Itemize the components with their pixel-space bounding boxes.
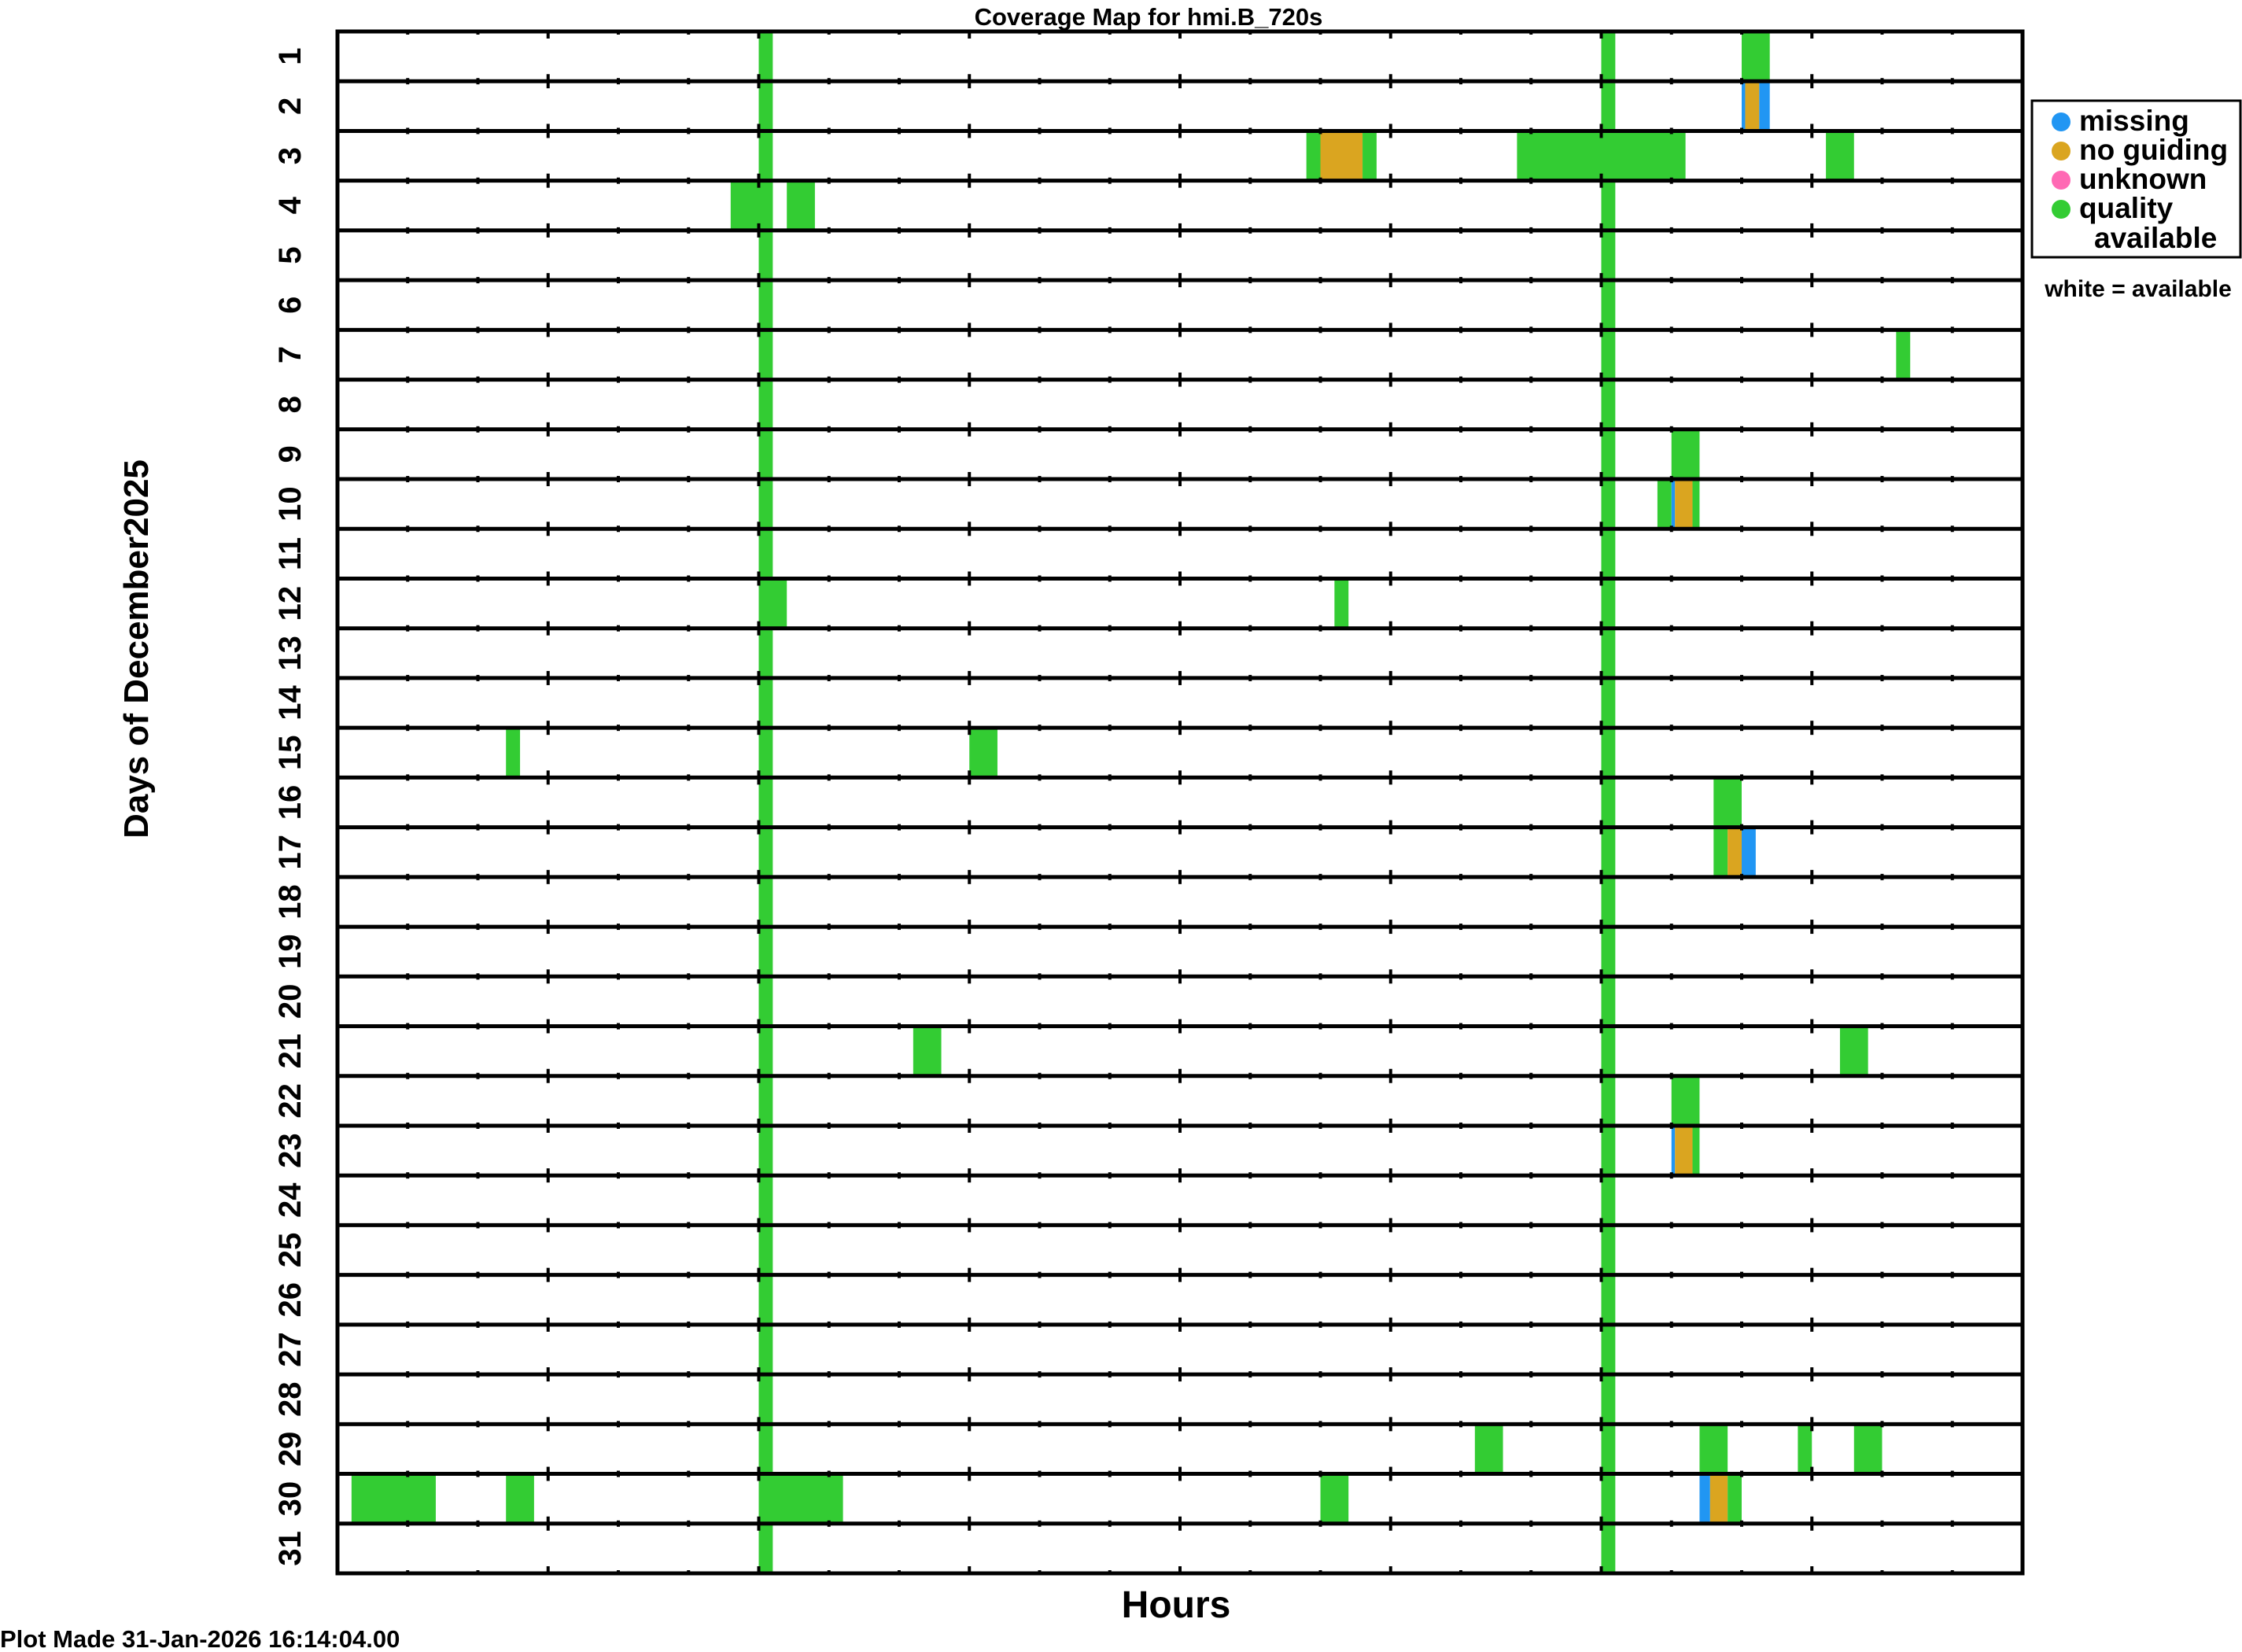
legend-label-missing: missing bbox=[2079, 105, 2189, 137]
y-tick-label-day-16: 16 bbox=[273, 785, 308, 820]
y-tick-label-day-31: 31 bbox=[273, 1531, 308, 1566]
segment-day3-quality bbox=[1306, 131, 1321, 181]
segment-day16-quality bbox=[1713, 777, 1742, 828]
plot-frame bbox=[335, 29, 2025, 1576]
y-tick-label-day-27: 27 bbox=[273, 1332, 308, 1367]
segment-day23-no-guiding bbox=[1675, 1125, 1693, 1176]
segment-day22-quality bbox=[1671, 1075, 1700, 1126]
segment-day2-missing bbox=[1742, 81, 1746, 131]
y-tick-label-day-26: 26 bbox=[273, 1282, 308, 1318]
y-tick-label-day-15: 15 bbox=[273, 736, 308, 771]
y-tick-label-day-6: 6 bbox=[273, 297, 308, 314]
quality-legend-marker bbox=[2052, 200, 2071, 219]
y-tick-labels: 1234567891011121314151617181920212223242… bbox=[273, 47, 308, 1565]
chart-title: Coverage Map for hmi.B_720s bbox=[975, 3, 1323, 31]
quality-bands-layer bbox=[758, 31, 1616, 1573]
y-tick-label-day-18: 18 bbox=[273, 884, 308, 920]
segment-day10-missing bbox=[1671, 479, 1676, 529]
segment-day7-quality bbox=[1896, 330, 1911, 380]
segment-day17-quality bbox=[1713, 827, 1728, 877]
unknown-legend-marker bbox=[2052, 171, 2071, 190]
y-tick-label-day-23: 23 bbox=[273, 1133, 308, 1168]
segment-day30-quality bbox=[1728, 1473, 1742, 1524]
y-tick-label-day-4: 4 bbox=[273, 196, 308, 214]
y-tick-label-day-14: 14 bbox=[273, 685, 308, 721]
segment-day30-quality bbox=[506, 1473, 534, 1524]
y-tick-label-day-30: 30 bbox=[273, 1481, 308, 1517]
segment-day21-quality bbox=[1839, 1026, 1868, 1076]
legend-label-quality-line2: available bbox=[2094, 222, 2217, 254]
segment-day30-quality bbox=[758, 1473, 843, 1524]
y-tick-label-day-11: 11 bbox=[273, 537, 308, 570]
y-tick-label-day-24: 24 bbox=[273, 1182, 308, 1218]
legend-note: white = available bbox=[2044, 276, 2232, 302]
y-tick-label-day-10: 10 bbox=[273, 486, 308, 522]
y-tick-label-day-7: 7 bbox=[273, 346, 308, 363]
segment-day30-no-guiding bbox=[1709, 1473, 1728, 1524]
x-axis-label: Hours bbox=[1122, 1584, 1231, 1626]
segment-day4-quality bbox=[787, 180, 815, 230]
segment-day29-quality bbox=[1798, 1424, 1812, 1474]
legend-label-unknown: unknown bbox=[2079, 163, 2207, 195]
segment-day3-quality bbox=[1517, 131, 1686, 181]
y-tick-label-day-9: 9 bbox=[273, 445, 308, 463]
segment-day30-quality bbox=[351, 1473, 436, 1524]
y-tick-label-day-25: 25 bbox=[273, 1233, 308, 1268]
y-tick-label-day-29: 29 bbox=[273, 1432, 308, 1467]
segment-day4-quality bbox=[730, 180, 773, 230]
segment-day1-quality bbox=[1742, 31, 1770, 82]
quality-band-2 bbox=[1601, 31, 1616, 1573]
y-tick-label-day-20: 20 bbox=[273, 984, 308, 1020]
quality-band-1 bbox=[758, 31, 773, 1573]
segment-day15-quality bbox=[969, 728, 997, 778]
segment-day12-quality bbox=[758, 578, 787, 629]
segment-day10-quality bbox=[1657, 479, 1672, 529]
y-tick-label-day-1: 1 bbox=[273, 47, 308, 65]
segment-day15-quality bbox=[506, 728, 521, 778]
y-tick-label-day-3: 3 bbox=[273, 147, 308, 164]
y-tick-label-day-28: 28 bbox=[273, 1381, 308, 1417]
missing-legend-marker bbox=[2052, 112, 2071, 131]
segment-day23-missing bbox=[1671, 1125, 1676, 1176]
segment-day30-missing bbox=[1699, 1473, 1710, 1524]
y-axis-label: Days of December2025 bbox=[117, 459, 156, 839]
segment-day2-missing bbox=[1759, 81, 1770, 131]
legend-label-quality: quality available bbox=[2079, 192, 2217, 254]
legend-label-no-guiding: no guiding bbox=[2079, 134, 2228, 166]
segment-day3-quality bbox=[1363, 131, 1377, 181]
segment-day29-quality bbox=[1474, 1424, 1503, 1474]
y-tick-label-day-22: 22 bbox=[273, 1083, 308, 1119]
y-tick-label-day-21: 21 bbox=[273, 1034, 308, 1069]
y-tick-label-day-2: 2 bbox=[273, 98, 308, 115]
segment-day23-quality bbox=[1692, 1125, 1700, 1176]
grid-layer bbox=[337, 31, 2023, 1573]
y-tick-label-day-8: 8 bbox=[273, 396, 308, 413]
legend: missing no guiding unknown quality avail… bbox=[2030, 99, 2242, 259]
segment-day29-quality bbox=[1699, 1424, 1728, 1474]
segment-day29-quality bbox=[1853, 1424, 1882, 1474]
y-tick-label-day-5: 5 bbox=[273, 246, 308, 264]
no-guiding-legend-marker bbox=[2052, 142, 2071, 160]
segment-day21-quality bbox=[913, 1026, 942, 1076]
segment-day3-quality bbox=[1826, 131, 1854, 181]
segment-day3-no-guiding bbox=[1320, 131, 1363, 181]
segment-day9-quality bbox=[1671, 429, 1700, 480]
segment-day17-missing bbox=[1742, 827, 1756, 877]
plot-made-footer: Plot Made 31-Jan-2026 16:14:04.00 bbox=[0, 1625, 400, 1652]
segment-day12-quality bbox=[1334, 578, 1349, 629]
segment-day10-no-guiding bbox=[1675, 479, 1693, 529]
legend-label-quality-line1: quality bbox=[2079, 192, 2174, 224]
segment-day2-no-guiding bbox=[1745, 81, 1760, 131]
segment-day17-no-guiding bbox=[1728, 827, 1742, 877]
segment-day10-quality bbox=[1692, 479, 1700, 529]
y-tick-label-day-17: 17 bbox=[273, 835, 308, 870]
y-tick-label-day-19: 19 bbox=[273, 934, 308, 969]
segment-day30-quality bbox=[1320, 1473, 1349, 1524]
segments-layer bbox=[351, 31, 1911, 1524]
y-tick-label-day-13: 13 bbox=[273, 636, 308, 671]
y-tick-label-day-12: 12 bbox=[273, 586, 308, 621]
